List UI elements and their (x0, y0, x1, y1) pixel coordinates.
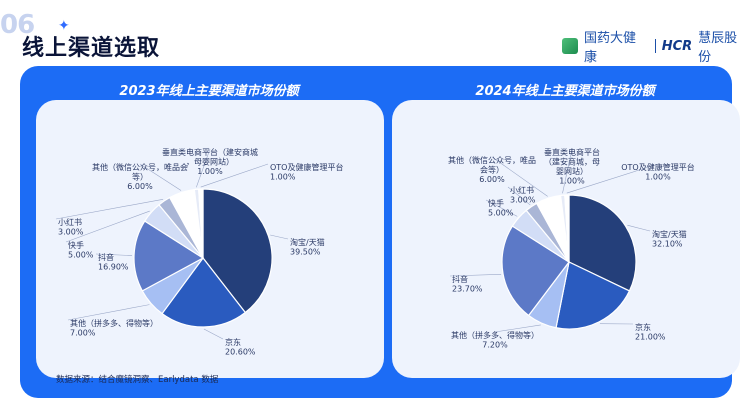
pie1-slice-8 (564, 194, 570, 263)
pie1-slice-0 (568, 194, 637, 292)
sparkle-icon: ✦ (58, 18, 70, 34)
pie0-leader-1 (203, 328, 224, 340)
pie1-slice-3 (501, 225, 570, 317)
pie1-leader-4 (485, 199, 518, 217)
pie1-label-6: 其他（微信公众号，唯品会等） 6.00% (448, 155, 536, 184)
pie0-slice-8 (198, 188, 204, 259)
pie1-label-1: 京东 21.00% (635, 322, 666, 342)
brand-divider (654, 39, 656, 53)
pie1-leader-2 (494, 324, 541, 333)
pie1-label-0: 淘宝/天猫 32.10% (652, 229, 687, 249)
pie1-leader-0 (627, 224, 651, 232)
pie0-leader-5 (55, 198, 164, 220)
chart-title-2024: 2024年线上主要渠道市场份额 (475, 84, 655, 99)
pie1-label-2: 其他（拼多多、得物等） 7.20% (451, 330, 539, 350)
pie1-label-7: 垂直类电商平台（建安商城，母婴网站） 1.00% (544, 147, 600, 186)
pie1-label-8: OTO及健康管理平台 1.00% (621, 162, 694, 182)
pie0-label-7: 垂直类电商平台（建安商城，母婴网站） 1.00% (162, 147, 258, 176)
pie0-label-3: 抖音 16.90% (98, 252, 129, 272)
page-title: 线上渠道选取 (22, 36, 161, 61)
chart-title-2023: 2023年线上主要渠道市场份额 (119, 84, 299, 99)
pie1-leader-5 (507, 186, 531, 206)
pie0-leader-4 (65, 210, 150, 243)
pie0-label-6: 其他（微信公众号，唯品会等） 6.00% (92, 162, 188, 191)
pie1-label-5: 小红书 3.00% (510, 185, 536, 205)
pie1-label-4: 快手 5.00% (488, 198, 514, 218)
pie0-label-2: 其他（拼多多、得物等） 7.00% (70, 318, 158, 338)
pie0-label-0: 淘宝/天猫 39.50% (290, 237, 325, 257)
pie0-slice-0 (202, 188, 273, 314)
source-note: 数据来源：结合魔镜洞察、Earlydata 数据 (56, 375, 219, 385)
pie0-label-4: 快手 5.00% (68, 240, 94, 260)
pie1-leader-7 (562, 148, 573, 194)
pie0-leader-8 (200, 163, 269, 188)
brand-hcr: HCR (661, 38, 693, 54)
sinopharm-logo-icon (562, 38, 578, 54)
pie1-leader-3 (449, 273, 502, 277)
pie1-slice-1 (555, 261, 631, 330)
pie0-label-5: 小红书 3.00% (58, 217, 84, 237)
brand-logos: 国药大健康 HCR 慧辰股份 (562, 31, 750, 65)
pie0-slice-1 (161, 257, 247, 328)
pie0-leader-2 (67, 304, 150, 321)
pie0-label-1: 京东 20.60% (225, 337, 256, 357)
pie1-leader-8 (566, 163, 659, 194)
pie0-leader-3 (95, 253, 133, 256)
pie0-leader-6 (139, 163, 182, 191)
pie0-slice-3 (133, 220, 205, 292)
brand-name-left: 国药大健康 (583, 31, 636, 65)
section-number: 06 (0, 10, 35, 40)
pie1-label-3: 抖音 23.70% (452, 274, 483, 294)
pie0-label-8: OTO及健康管理平台 1.00% (270, 162, 343, 182)
pie0-leader-7 (196, 148, 211, 188)
pie1-leader-6 (491, 156, 548, 197)
pie0-leader-0 (270, 234, 289, 240)
brand-name-right: 慧辰股份 (698, 31, 738, 65)
